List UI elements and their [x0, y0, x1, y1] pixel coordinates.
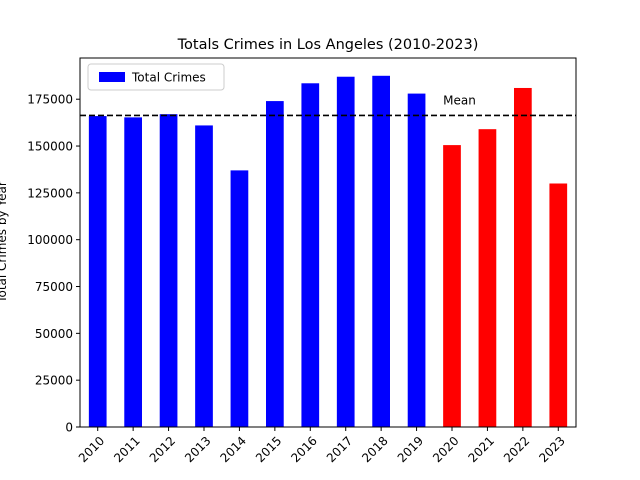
x-tick-label: 2013: [182, 434, 213, 465]
chart-title: Totals Crimes in Los Angeles (2010-2023): [177, 37, 479, 53]
bar-2017: [336, 76, 355, 428]
legend-swatch: [99, 72, 125, 82]
bar-2022: [514, 87, 532, 427]
x-tick-label: 2019: [395, 434, 426, 465]
bar-2019: [407, 93, 426, 427]
y-tick-label: 50000: [35, 327, 73, 341]
y-tick-label: 175000: [27, 93, 73, 107]
bar-2018: [372, 75, 390, 427]
y-tick-label: 125000: [27, 186, 73, 200]
bar-2021: [478, 129, 497, 427]
x-tick-label: 2023: [536, 434, 567, 465]
bar-2014: [230, 170, 249, 427]
legend-box: [87, 63, 225, 91]
y-axis-label: Total Crimes by Year: [0, 181, 9, 304]
bar-2011: [124, 117, 142, 427]
y-tick-label: 75000: [35, 280, 73, 294]
bar-2010: [88, 116, 107, 428]
y-tick-label: 0: [65, 421, 73, 435]
x-tick-label: 2011: [111, 434, 142, 465]
y-tick-label: 150000: [27, 140, 73, 154]
x-tick-label: 2016: [288, 434, 319, 465]
mean-label: Mean: [443, 93, 476, 107]
x-tick-label: 2020: [430, 434, 461, 465]
plot-area: Mean 0 25000 50000 75000 100000 125000 150000 17…: [27, 57, 577, 465]
x-tick-label: 2021: [466, 434, 497, 465]
bar-2015: [266, 101, 284, 428]
x-tick-label: 2010: [76, 434, 107, 465]
y-tick-label: 100000: [27, 233, 73, 247]
plot-frame: [79, 57, 577, 428]
x-tick-label: 2022: [501, 434, 532, 465]
bar-2023: [549, 183, 568, 427]
x-tick-label: 2018: [359, 434, 390, 465]
x-tick-label: 2014: [218, 434, 249, 465]
bar-2013: [195, 125, 213, 428]
x-tick-label: 2015: [253, 434, 284, 465]
bar-2012: [159, 114, 178, 427]
bar-2020: [443, 145, 461, 427]
bar-2016: [301, 83, 320, 427]
legend-label: Total Crimes: [131, 71, 206, 85]
x-tick-label: 2012: [147, 434, 178, 465]
y-tick-label: 25000: [35, 374, 73, 388]
x-tick-label: 2017: [324, 434, 355, 465]
